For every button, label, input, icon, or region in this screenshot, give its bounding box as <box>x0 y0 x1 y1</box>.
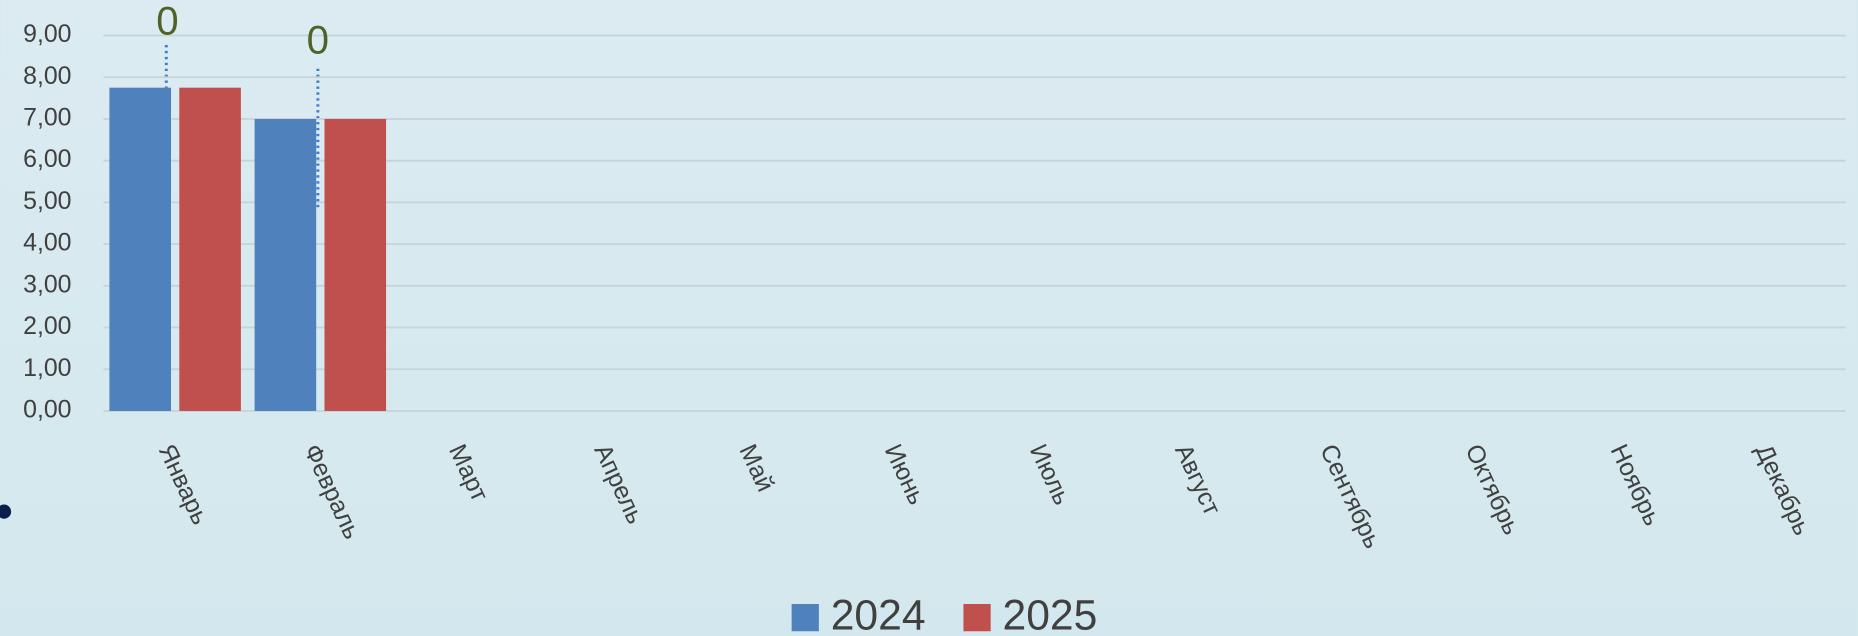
y-tick-label: 3,00 <box>23 270 71 298</box>
y-tick-label: 8,00 <box>23 62 71 90</box>
legend-label: 2025 <box>1003 592 1098 636</box>
annotation: 0 <box>307 17 329 62</box>
legend-label: 2024 <box>831 592 926 636</box>
y-tick-label: 5,00 <box>23 187 71 215</box>
y-tick-label: 6,00 <box>23 145 71 173</box>
bar <box>179 87 241 411</box>
y-tick-label: 7,00 <box>23 104 71 132</box>
bar <box>254 118 317 411</box>
bar <box>109 87 172 411</box>
bullet <box>0 504 12 519</box>
bar <box>324 118 387 411</box>
y-tick-label: 0,00 <box>23 396 71 424</box>
legend-swatch <box>963 604 991 632</box>
legend-swatch <box>791 604 819 632</box>
y-tick-label: 4,00 <box>23 229 71 257</box>
y-tick-label: 9,00 <box>23 20 71 48</box>
annotation: 0 <box>156 0 178 43</box>
y-tick-label: 1,00 <box>23 354 71 382</box>
y-tick-label: 2,00 <box>23 312 71 340</box>
